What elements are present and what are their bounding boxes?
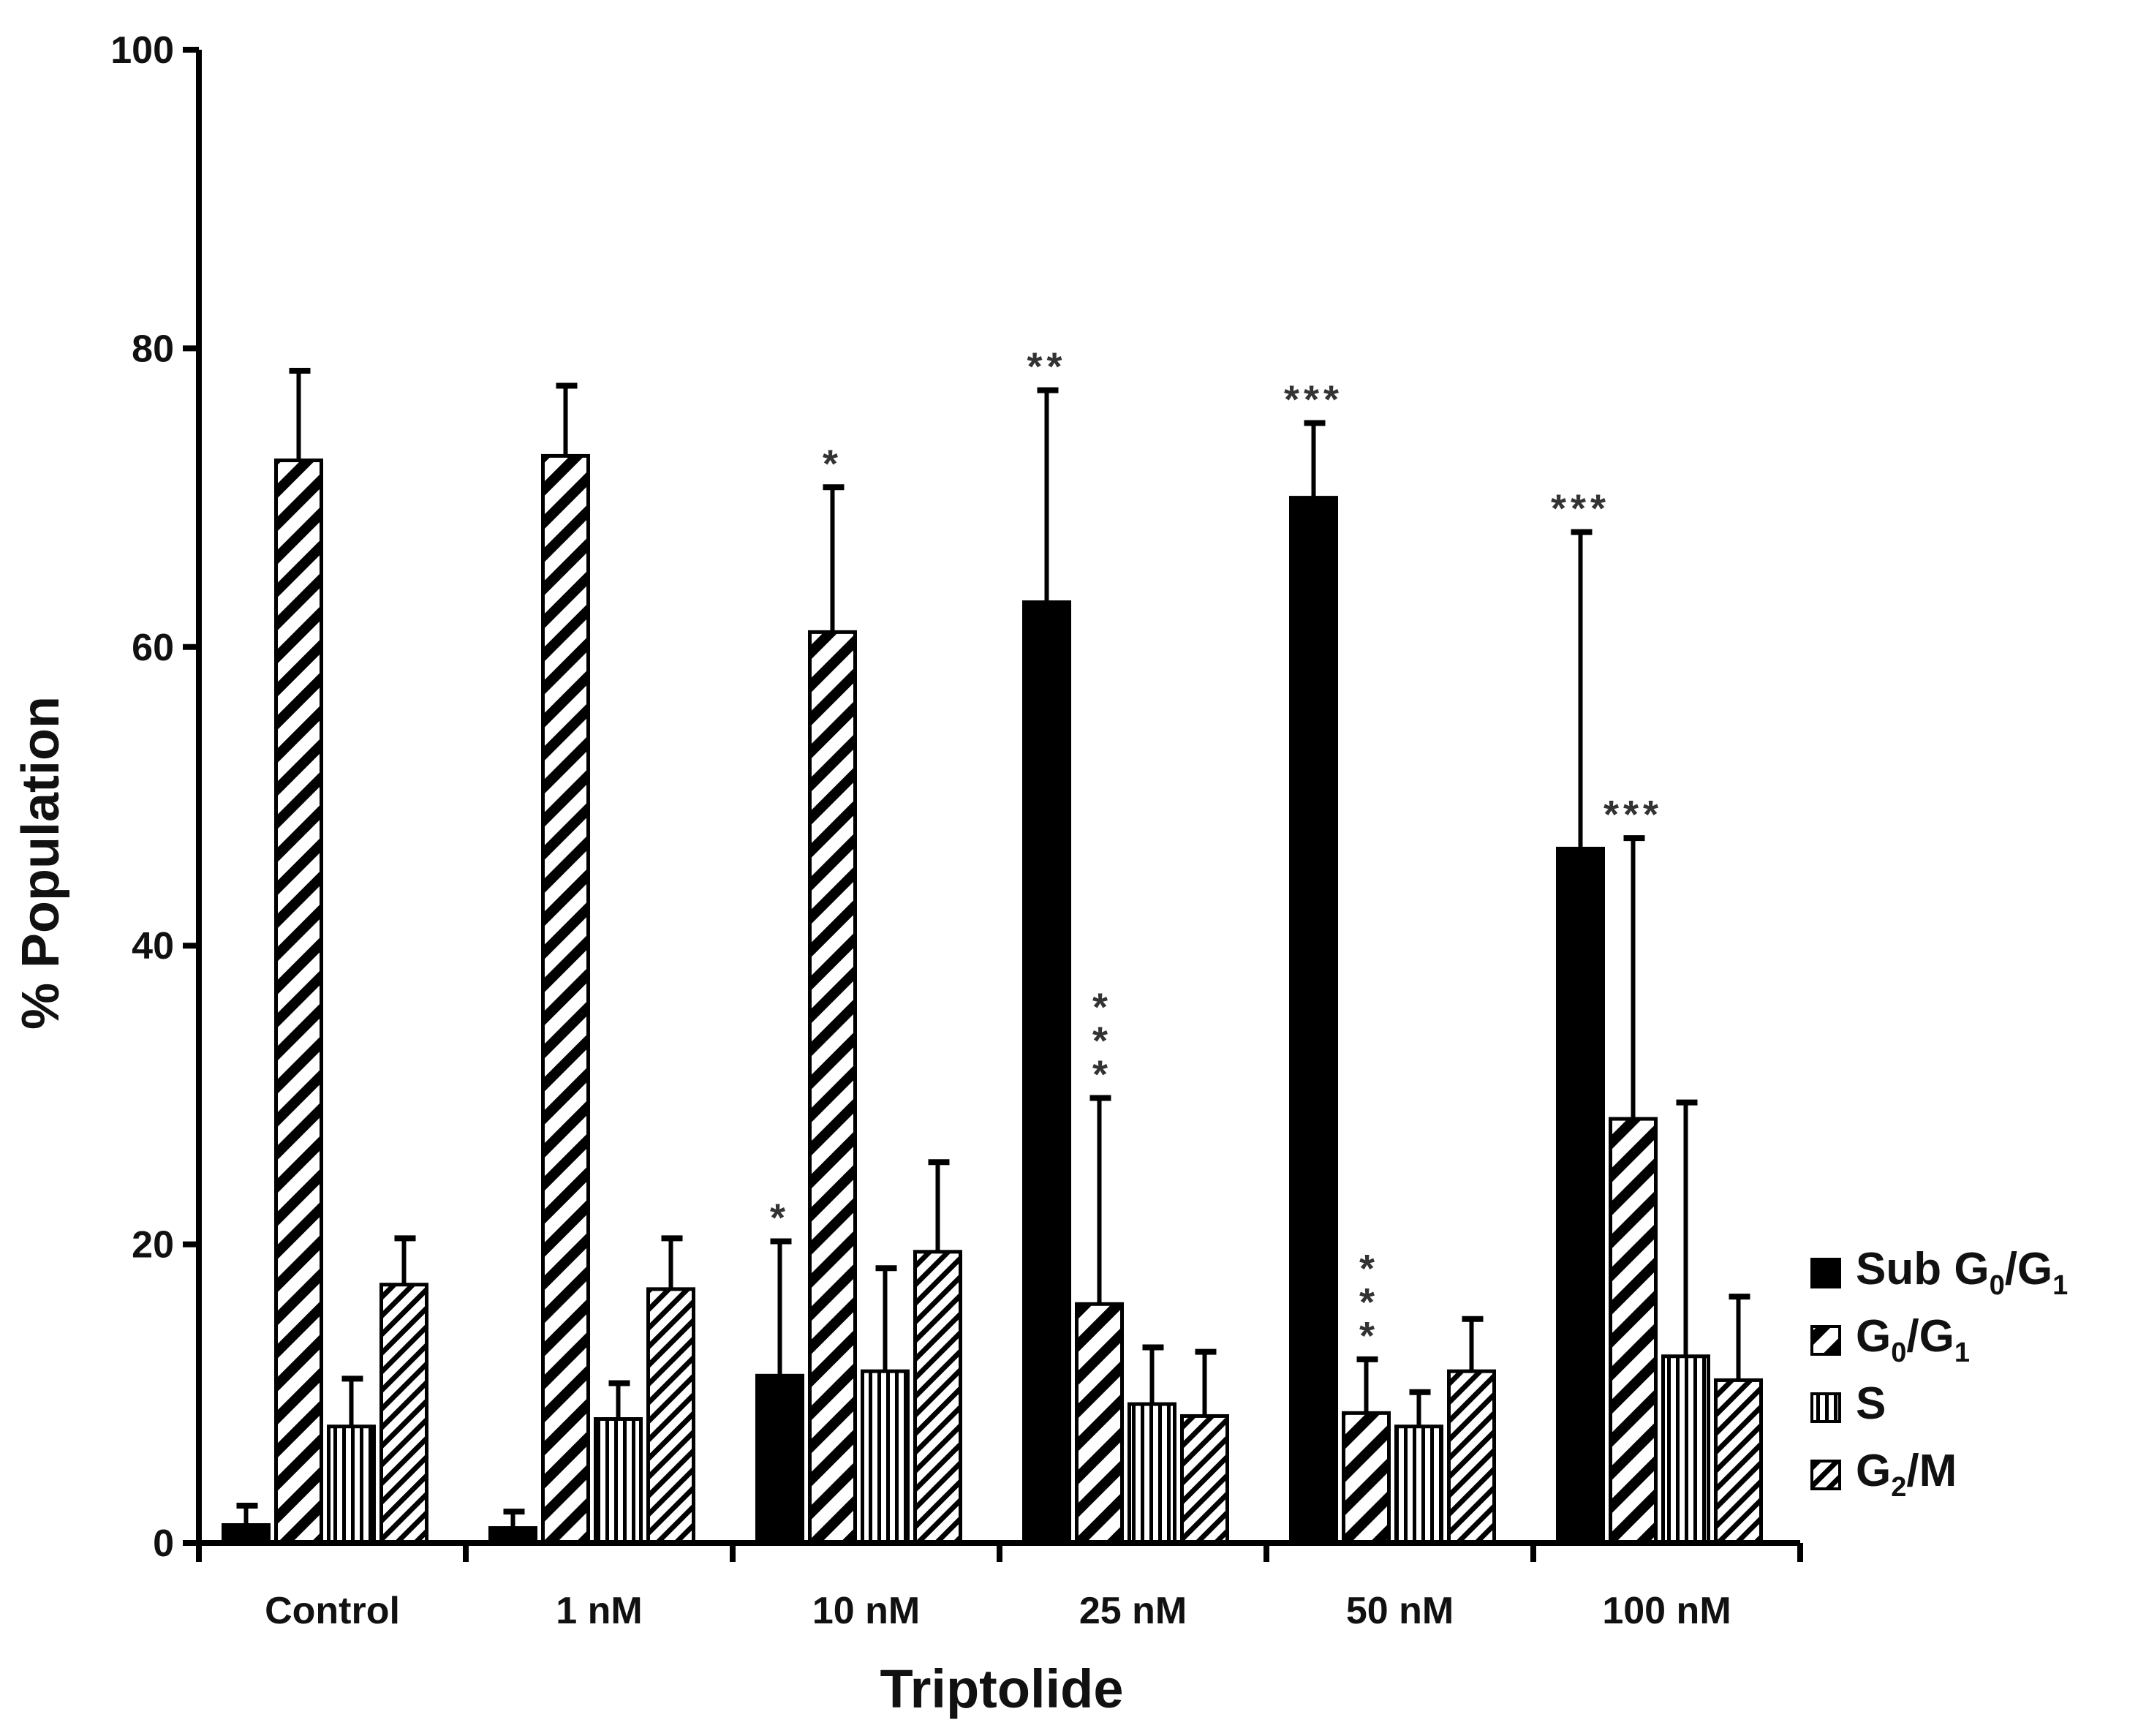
bar bbox=[913, 1250, 962, 1545]
bar bbox=[755, 1373, 804, 1545]
significance-marker: *** bbox=[1551, 487, 1610, 531]
x-axis-title: Triptolide bbox=[880, 1658, 1124, 1719]
y-tick-label: 0 bbox=[153, 1522, 174, 1565]
legend-text-part: /G bbox=[1906, 1311, 1954, 1362]
significance-marker: ** bbox=[1027, 345, 1066, 389]
y-tick-label: 100 bbox=[110, 29, 174, 72]
significance-star: * bbox=[1359, 1314, 1379, 1358]
legend-subscript: 0 bbox=[1891, 1337, 1906, 1368]
x-tick-label: 10 nM bbox=[812, 1590, 920, 1632]
bar bbox=[1447, 1369, 1496, 1545]
significance-marker: *** bbox=[1092, 985, 1112, 1096]
significance-marker: *** bbox=[1284, 378, 1343, 422]
significance-marker: *** bbox=[1359, 1247, 1379, 1358]
bar bbox=[327, 1424, 376, 1545]
significance-star: * bbox=[1092, 1019, 1112, 1063]
legend-label: S bbox=[1856, 1378, 1886, 1429]
legend-swatch bbox=[1810, 1392, 1841, 1423]
bar bbox=[646, 1287, 695, 1545]
bar bbox=[541, 453, 590, 1545]
legend-subscript: 1 bbox=[1954, 1337, 1970, 1368]
bar bbox=[1180, 1414, 1229, 1545]
legend-subscript: 0 bbox=[1990, 1270, 2005, 1301]
bar bbox=[1127, 1402, 1176, 1545]
bar bbox=[1661, 1354, 1710, 1545]
bar bbox=[1609, 1117, 1658, 1545]
significance-marker: * bbox=[770, 1196, 790, 1240]
x-tick-label: 1 nM bbox=[556, 1590, 642, 1632]
bar bbox=[1289, 496, 1338, 1545]
legend-label: Sub G0/G1 bbox=[1856, 1244, 2068, 1301]
significance-star: * bbox=[1092, 985, 1112, 1029]
legend-swatch bbox=[1810, 1258, 1841, 1288]
bar bbox=[1714, 1378, 1763, 1545]
bar bbox=[808, 630, 857, 1545]
legend-label: G0/G1 bbox=[1856, 1311, 1970, 1368]
legend-text-part: Sub G bbox=[1856, 1244, 1990, 1294]
legend-subscript: 1 bbox=[2052, 1270, 2068, 1301]
bar bbox=[861, 1369, 910, 1545]
bar bbox=[594, 1417, 643, 1545]
y-tick-label: 80 bbox=[132, 328, 174, 370]
legend-text-part: G bbox=[1856, 1446, 1891, 1496]
y-tick-label: 40 bbox=[132, 925, 174, 967]
bar bbox=[1394, 1424, 1443, 1545]
bar bbox=[379, 1283, 428, 1545]
bar bbox=[1075, 1302, 1124, 1545]
significance-star: * bbox=[1359, 1247, 1379, 1291]
x-tick-label: 100 nM bbox=[1602, 1590, 1731, 1632]
x-tick-label: 25 nM bbox=[1079, 1590, 1187, 1632]
x-tick-label: 50 nM bbox=[1346, 1590, 1454, 1632]
legend-text-part: /G bbox=[2005, 1244, 2052, 1294]
significance-star: * bbox=[1359, 1280, 1379, 1324]
significance-star: * bbox=[1092, 1052, 1112, 1096]
legend-text-part: G bbox=[1856, 1311, 1891, 1362]
legend-text-part: S bbox=[1856, 1378, 1886, 1429]
significance-marker: * bbox=[823, 442, 842, 486]
bar bbox=[1342, 1411, 1391, 1545]
legend-swatch bbox=[1810, 1460, 1841, 1490]
bar bbox=[1556, 846, 1605, 1545]
legend-label: G2/M bbox=[1856, 1446, 1957, 1503]
legend-text-part: /M bbox=[1906, 1446, 1957, 1496]
bar bbox=[1022, 600, 1071, 1545]
significance-marker: *** bbox=[1604, 793, 1663, 837]
x-tick-label: Control bbox=[265, 1590, 400, 1632]
bar bbox=[274, 458, 323, 1545]
legend-swatch bbox=[1810, 1325, 1841, 1356]
y-tick-label: 20 bbox=[132, 1224, 174, 1267]
y-axis-title: % Population bbox=[12, 696, 70, 1030]
y-tick-label: 60 bbox=[132, 627, 174, 669]
legend-subscript: 2 bbox=[1891, 1472, 1906, 1503]
